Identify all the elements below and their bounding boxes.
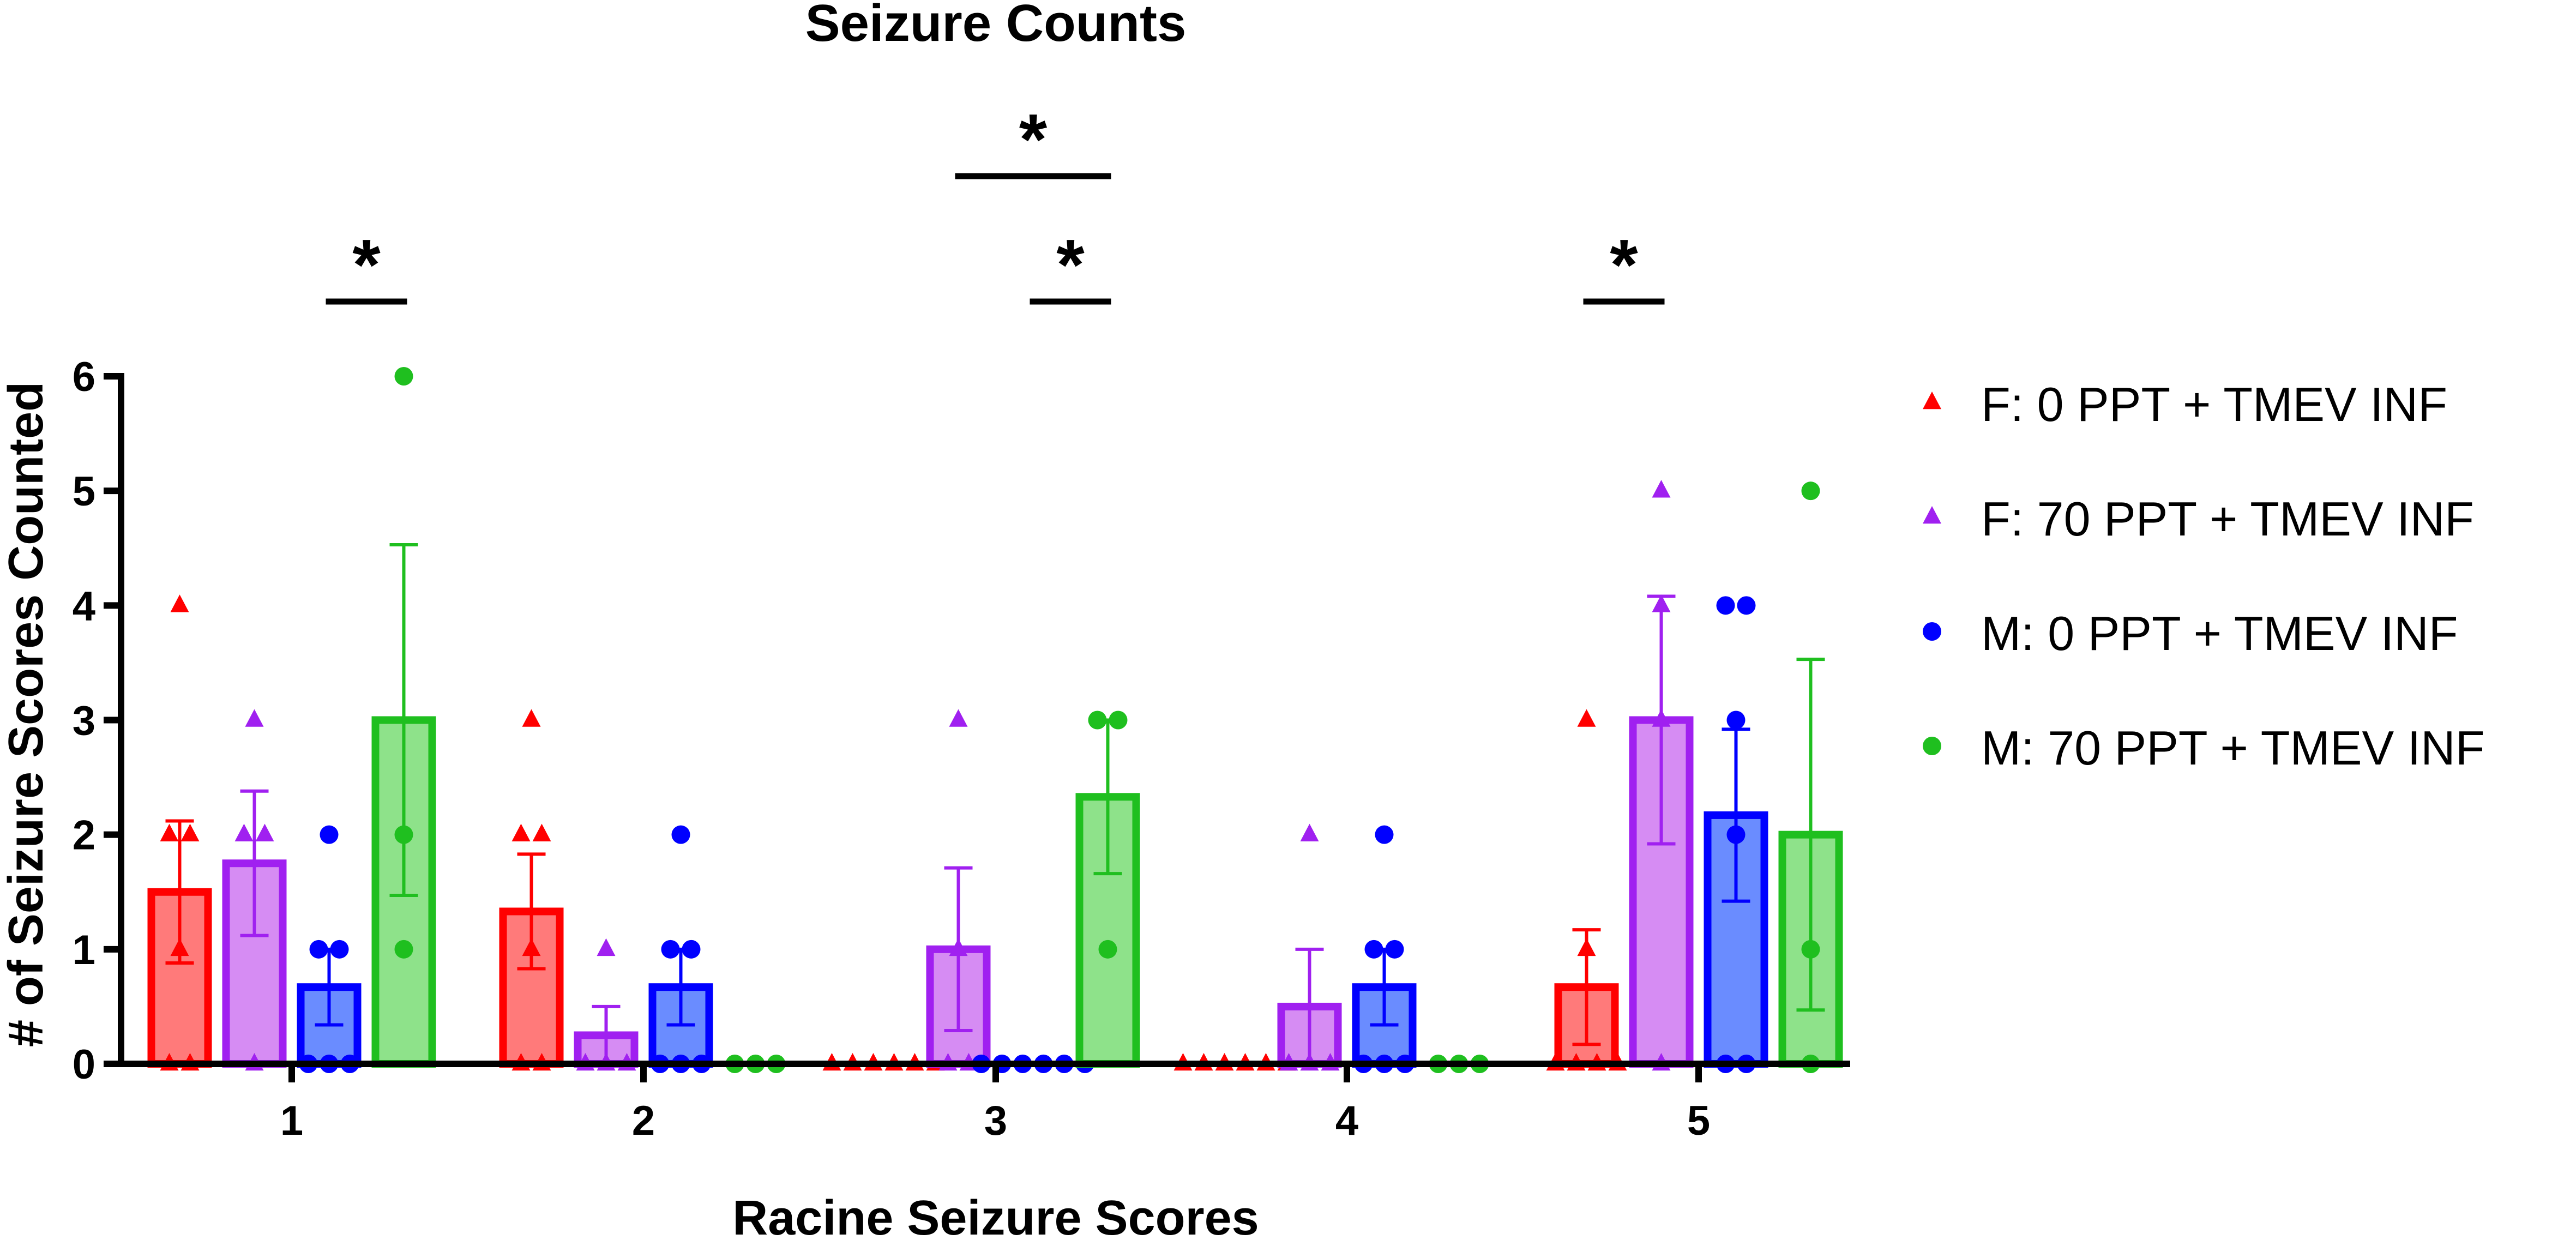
significance-star: * [1056,225,1085,305]
data-point [394,825,413,844]
data-point [1737,596,1756,615]
data-point [1300,823,1319,841]
chart-title: Seizure Counts [805,0,1187,52]
data-point [597,938,616,956]
legend-label: M: 0 PPT + TMEV INF [1981,606,2458,660]
data-point [309,940,328,959]
data-point [170,938,189,956]
data-point [1109,711,1128,730]
data-point [532,823,551,841]
legend-label: F: 70 PPT + TMEV INF [1981,492,2474,546]
data-point [330,940,349,959]
legend: F: 0 PPT + TMEV INF F: 70 PPT + TMEV INF M… [1923,377,2484,775]
data-point [522,938,541,956]
y-tick-label: 2 [73,812,95,859]
x-tick-label: 2 [632,1098,655,1144]
x-axis-label: Racine Seizure Scores [732,1191,1259,1240]
data-point [949,709,968,727]
data-point [1088,711,1107,730]
significance-star: * [352,225,381,305]
data-point [511,823,531,841]
y-tick-label: 1 [73,927,95,973]
y-tick-label: 5 [73,468,95,515]
data-point [1801,481,1820,501]
data-point [671,825,690,844]
y-tick-label: 3 [73,698,95,744]
data-point [255,823,274,841]
data-point [320,825,339,844]
data-point [170,594,189,612]
data-point [1726,711,1746,730]
data-point [661,940,680,959]
data-point [1385,940,1404,959]
legend-label: F: 0 PPT + TMEV INF [1981,377,2447,431]
y-tick-label: 6 [73,354,95,400]
x-tick-label: 3 [984,1098,1007,1144]
y-axis-label: # of Seizure Scores Counted [0,382,53,1047]
legend-label: M: 70 PPT + TMEV INF [1981,721,2484,775]
significance-star: * [1019,99,1048,179]
data-point [1577,938,1596,956]
data-point [1652,594,1671,612]
data-point [180,823,200,841]
data-point [1652,480,1671,498]
legend-marker [1923,505,1941,524]
x-tick-label: 5 [1687,1098,1710,1144]
data-point [245,709,264,727]
y-tick-label: 0 [73,1042,95,1088]
legend-marker [1923,622,1941,641]
y-tick-label: 4 [73,583,95,629]
x-tick-label: 4 [1335,1098,1358,1144]
x-tick-label: 1 [280,1098,303,1144]
data-point [522,709,541,727]
data-point [1726,825,1746,844]
data-point [1652,709,1671,727]
significance-star: * [1610,225,1638,305]
data-point [949,938,968,956]
data-point [394,367,413,386]
data-point [1098,940,1117,959]
data-point [1716,596,1735,615]
legend-marker [1923,737,1941,755]
data-point [1364,940,1383,959]
data-point [1577,709,1596,727]
data-point [1801,940,1820,959]
legend-marker [1923,391,1941,410]
data-point [160,823,179,841]
data-point [394,940,413,959]
data-point [234,823,254,841]
data-point [682,940,701,959]
data-point [1375,825,1394,844]
